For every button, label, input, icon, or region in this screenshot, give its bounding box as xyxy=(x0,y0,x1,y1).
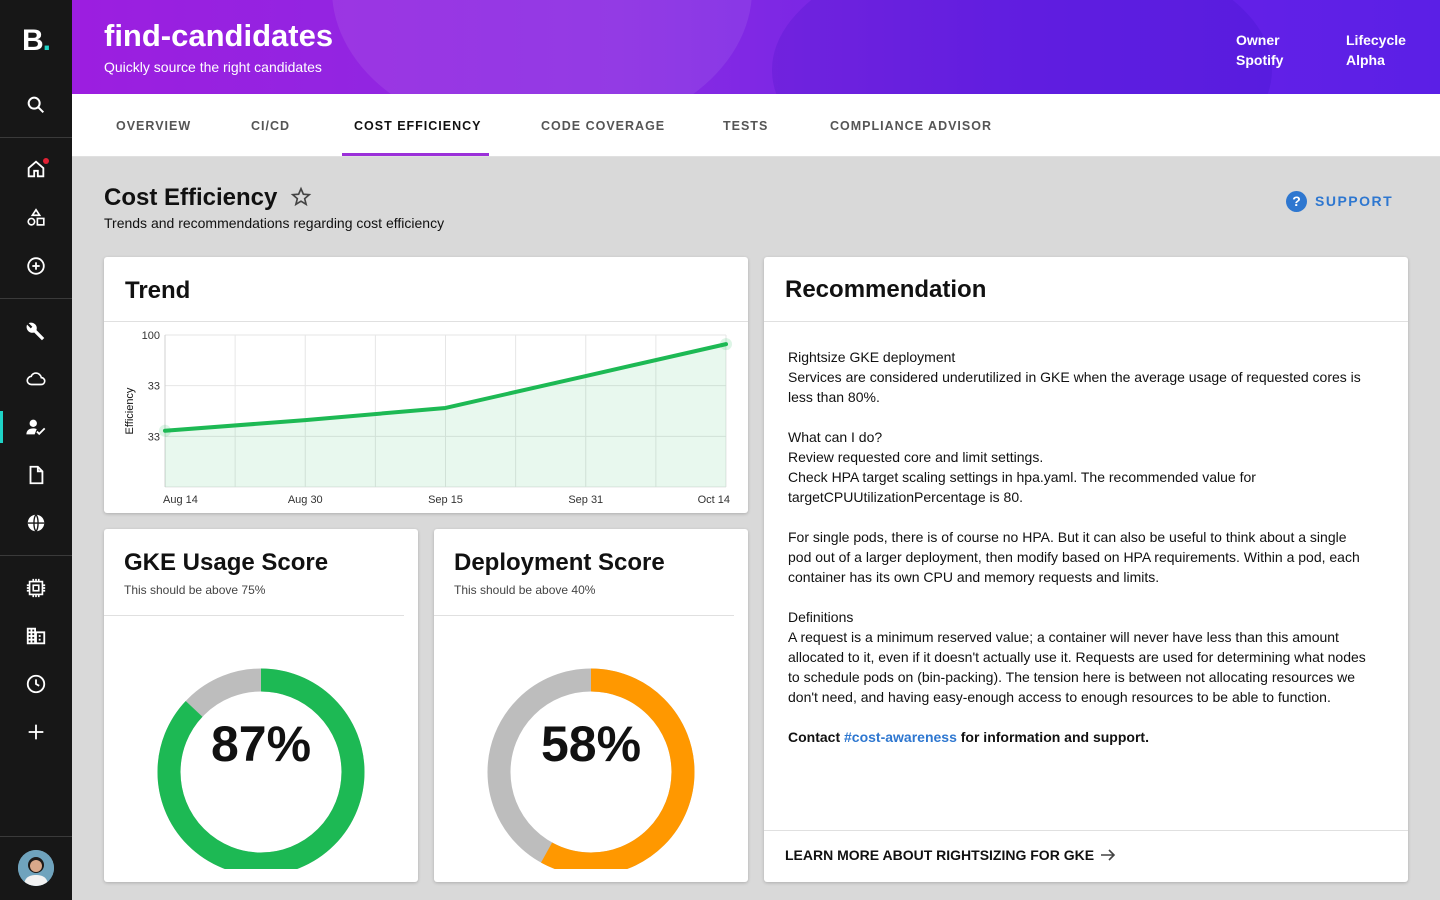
deployment-title: Deployment Score xyxy=(454,549,665,576)
gke-subtitle: This should be above 75% xyxy=(124,583,266,597)
add-circle-icon[interactable] xyxy=(0,246,72,286)
rec-heading: Rightsize GKE deployment xyxy=(788,349,956,365)
gke-title: GKE Usage Score xyxy=(124,549,329,576)
cloud-icon[interactable] xyxy=(0,359,72,399)
sidebar-divider xyxy=(0,836,72,837)
trend-card: Trend 100 33 33 Efficiency Aug 14 Aug 30 Sep 1… xyxy=(104,257,748,513)
wrench-icon[interactable] xyxy=(0,312,72,352)
tab-compliance-advisor[interactable]: COMPLIANCE ADVISOR xyxy=(830,118,992,133)
header-decoration xyxy=(772,0,1272,94)
rec-heading: What can I do? xyxy=(788,429,883,445)
owner-info: Owner Spotify xyxy=(1236,30,1283,70)
globe-icon[interactable] xyxy=(0,503,72,543)
donut-value-arc xyxy=(157,668,365,869)
deployment-score-value: 58% xyxy=(540,716,642,772)
lifecycle-label: Lifecycle xyxy=(1346,32,1406,48)
deployment-subtitle: This should be above 40% xyxy=(454,583,596,597)
help-icon: ? xyxy=(1286,190,1307,212)
plus-icon[interactable] xyxy=(0,712,72,752)
gke-usage-card: GKE Usage Score This should be above 75%… xyxy=(104,529,418,882)
home-icon[interactable] xyxy=(0,149,72,189)
learn-more-link[interactable]: LEARN MORE ABOUT RIGHTSIZING FOR GKE xyxy=(785,847,1117,863)
x-tick-label: Sep 15 xyxy=(428,494,463,506)
app-title: find-candidates xyxy=(104,18,334,53)
tab-ci-cd[interactable]: CI/CD xyxy=(251,118,291,133)
header: find-candidates Quickly source the right… xyxy=(72,0,1440,94)
gke-score-value: 87% xyxy=(210,716,312,772)
donut-value-arc xyxy=(487,668,695,869)
sidebar: B. xyxy=(0,0,72,900)
y-tick-label: 33 xyxy=(148,431,160,443)
rec-heading: Definitions xyxy=(788,609,854,625)
page-subtitle: Trends and recommendations regarding cos… xyxy=(104,215,445,231)
avatar[interactable] xyxy=(18,850,54,886)
header-decoration xyxy=(332,0,752,94)
gke-donut-chart xyxy=(157,668,365,869)
support-button[interactable]: ? SUPPORT xyxy=(1286,190,1393,212)
deployment-score-card: Deployment Score This should be above 40… xyxy=(434,529,748,882)
owner-value[interactable]: Spotify xyxy=(1236,52,1284,68)
clock-icon[interactable] xyxy=(0,664,72,704)
lifecycle-info: Lifecycle Alpha xyxy=(1346,30,1406,70)
x-tick-label: Sep 31 xyxy=(568,494,603,506)
y-axis-label: Efficiency xyxy=(124,387,136,434)
contact-suffix: for information and support. xyxy=(960,729,1149,745)
page-title: Cost Efficiency xyxy=(104,184,278,211)
data-point xyxy=(159,424,171,437)
logo[interactable]: B. xyxy=(21,24,51,57)
shapes-icon[interactable] xyxy=(0,198,72,238)
trend-chart: 100 33 33 Efficiency Aug 14 Aug 30 Sep 15 Sep 3… xyxy=(124,330,732,506)
rec-text: Services are considered underutilized in… xyxy=(788,369,1361,405)
active-indicator xyxy=(0,411,3,443)
cost-awareness-link[interactable]: #cost-awareness xyxy=(844,729,957,745)
arrow-right-icon xyxy=(1101,849,1116,861)
x-tick-label: Aug 30 xyxy=(288,494,323,506)
trend-area xyxy=(165,344,726,487)
user-check-icon[interactable] xyxy=(0,407,72,447)
rec-text: Review requested core and limit settings… xyxy=(788,449,1044,465)
chip-icon[interactable] xyxy=(0,568,72,608)
recommendation-title: Recommendation xyxy=(785,276,987,303)
card-divider xyxy=(434,615,734,616)
card-divider xyxy=(764,321,1408,322)
building-icon[interactable] xyxy=(0,616,72,656)
rec-text: For single pods, there is of course no H… xyxy=(788,529,1360,585)
tab-cost-efficiency[interactable]: COST EFFICIENCY xyxy=(354,118,482,133)
y-tick-label: 33 xyxy=(148,381,160,393)
lifecycle-value: Alpha xyxy=(1346,52,1385,68)
recommendation-body: Rightsize GKE deployment Services are co… xyxy=(788,347,1368,767)
x-tick-label: Aug 14 xyxy=(163,494,198,506)
rec-text: A request is a minimum reserved value; a… xyxy=(788,629,1366,705)
learn-more-label: LEARN MORE ABOUT RIGHTSIZING FOR GKE xyxy=(785,847,1095,863)
x-tick-label: Oct 14 xyxy=(698,494,730,506)
card-divider xyxy=(104,615,404,616)
trend-title: Trend xyxy=(125,277,191,304)
contact-prefix: Contact xyxy=(788,729,841,745)
tab-code-coverage[interactable]: CODE COVERAGE xyxy=(541,118,666,133)
tab-overview[interactable]: OVERVIEW xyxy=(116,118,192,133)
recommendation-card: Recommendation Rightsize GKE deployment … xyxy=(764,257,1408,882)
star-icon[interactable] xyxy=(290,186,312,208)
trend-line xyxy=(163,342,728,433)
tab-tests[interactable]: TESTS xyxy=(723,118,769,133)
notification-dot xyxy=(43,158,49,164)
card-divider xyxy=(104,321,748,322)
search-icon[interactable] xyxy=(0,85,72,125)
active-tab-indicator xyxy=(342,153,489,156)
document-icon[interactable] xyxy=(0,455,72,495)
data-point xyxy=(720,338,732,351)
deployment-donut-chart xyxy=(487,668,695,869)
sidebar-divider xyxy=(0,298,72,299)
owner-label: Owner xyxy=(1236,32,1280,48)
app-subtitle: Quickly source the right candidates xyxy=(104,59,322,75)
sidebar-divider xyxy=(0,137,72,138)
y-tick-label: 100 xyxy=(142,330,160,342)
rec-text: Check HPA target scaling settings in hpa… xyxy=(788,469,1256,505)
sidebar-divider xyxy=(0,555,72,556)
card-divider xyxy=(764,830,1408,831)
tab-bar: OVERVIEW CI/CD COST EFFICIENCY CODE COVE… xyxy=(72,94,1440,157)
support-label: SUPPORT xyxy=(1315,193,1394,209)
